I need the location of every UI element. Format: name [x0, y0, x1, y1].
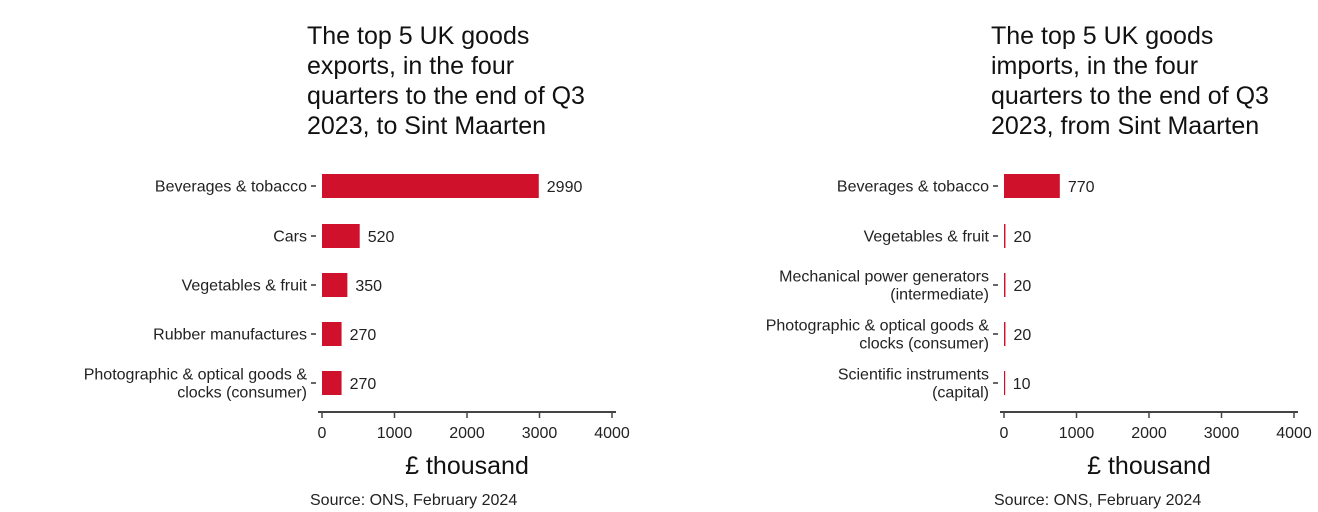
x-tick-label: 1000: [377, 425, 413, 442]
x-tick-label: 0: [1000, 425, 1009, 442]
category-label: Vegetables & fruit: [182, 278, 308, 295]
chart-title-line: exports, in the four: [307, 52, 514, 80]
bar: [322, 174, 539, 198]
x-tick-label: 2000: [1131, 425, 1167, 442]
category-label: Mechanical power generators: [779, 269, 989, 286]
category-label: Scientific instruments: [838, 367, 989, 384]
chart-title-line: 2023, from Sint Maarten: [991, 112, 1259, 140]
x-tick-label: 1000: [1059, 425, 1095, 442]
bar: [322, 322, 342, 346]
category-label: Beverages & tobacco: [155, 179, 307, 196]
source-note: Source: ONS, February 2024: [310, 492, 517, 509]
data-label: 20: [1013, 278, 1031, 295]
chart-title-line: The top 5 UK goods: [991, 22, 1213, 50]
category-label: Photographic & optical goods &: [766, 318, 990, 335]
data-label: 20: [1013, 229, 1031, 246]
category-label: Photographic & optical goods &: [84, 367, 308, 384]
data-label: 350: [355, 278, 382, 295]
category-label: (intermediate): [890, 287, 989, 304]
bar: [1004, 322, 1006, 346]
category-label: Vegetables & fruit: [864, 229, 990, 246]
data-label: 270: [350, 327, 377, 344]
x-axis-title: £ thousand: [405, 452, 529, 480]
bar: [322, 273, 348, 297]
bar: [1004, 224, 1006, 248]
data-label: 20: [1013, 327, 1031, 344]
bar: [322, 224, 360, 248]
category-label: Rubber manufactures: [153, 327, 307, 344]
data-label: 10: [1013, 376, 1031, 393]
chart-title-line: The top 5 UK goods: [307, 22, 529, 50]
x-tick-label: 3000: [522, 425, 558, 442]
data-label: 2990: [547, 179, 583, 196]
bar: [1004, 174, 1060, 198]
category-label: Beverages & tobacco: [837, 179, 989, 196]
x-tick-label: 0: [318, 425, 327, 442]
chart-title-line: quarters to the end of Q3: [307, 82, 585, 110]
bar: [1004, 273, 1006, 297]
x-tick-label: 3000: [1204, 425, 1240, 442]
source-note: Source: ONS, February 2024: [994, 492, 1201, 509]
data-label: 520: [368, 229, 395, 246]
category-label: Cars: [273, 229, 307, 246]
x-tick-label: 4000: [1276, 425, 1312, 442]
x-tick-label: 4000: [594, 425, 630, 442]
x-tick-label: 2000: [449, 425, 485, 442]
category-label: clocks (consumer): [859, 336, 989, 353]
bar: [1004, 371, 1006, 395]
chart-title-line: quarters to the end of Q3: [991, 82, 1269, 110]
chart-title-line: imports, in the four: [991, 52, 1198, 80]
x-axis-title: £ thousand: [1087, 452, 1211, 480]
data-label: 270: [350, 376, 377, 393]
category-label: clocks (consumer): [177, 385, 307, 402]
category-label: (capital): [932, 385, 989, 402]
data-label: 770: [1068, 179, 1095, 196]
chart-title-line: 2023, to Sint Maarten: [307, 112, 546, 140]
bar: [322, 371, 342, 395]
